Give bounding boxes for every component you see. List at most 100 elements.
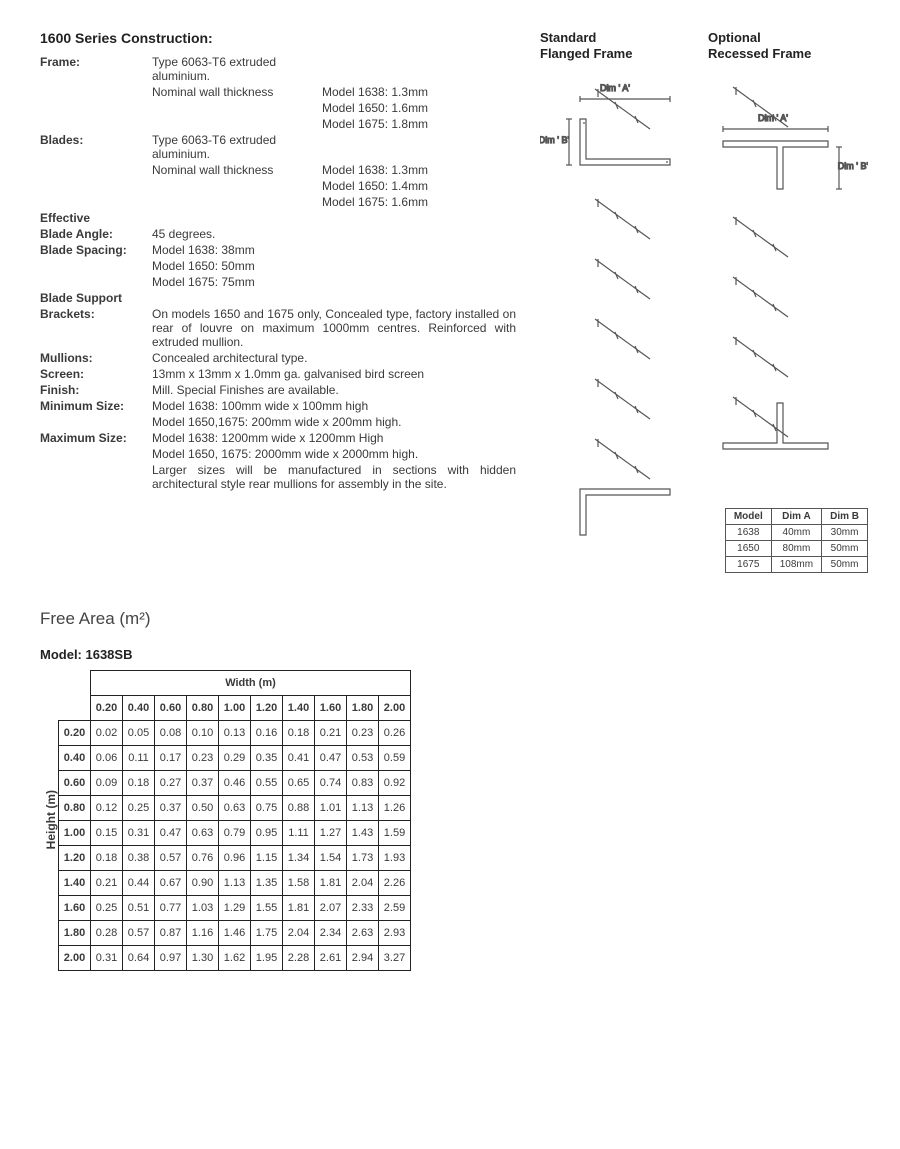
spec-value [322,290,520,306]
spec-label: Blade Spacing: [40,242,152,258]
width-header: 0.20 [91,695,123,720]
spec-value: Model 1650: 1.6mm [322,100,520,116]
spec-value: 13mm x 13mm x 1.0mm ga. galvanised bird … [152,366,520,382]
free-area-cell: 1.43 [347,820,379,845]
free-area-cell: 2.33 [347,895,379,920]
spec-value: Model 1638: 1.3mm [322,162,520,178]
free-area-cell: 0.21 [315,720,347,745]
spec-label: Brackets: [40,306,152,350]
spec-label [40,162,152,178]
width-header: 0.80 [187,695,219,720]
spec-value: Concealed architectural type. [152,350,520,366]
free-area-cell: 0.47 [155,820,187,845]
height-header: 1.40 [59,870,91,895]
free-area-cell: 0.63 [187,820,219,845]
free-area-cell: 0.65 [283,770,315,795]
spec-value: Model 1650, 1675: 2000mm wide x 2000mm h… [152,446,520,462]
free-area-cell: 0.11 [123,745,155,770]
construction-title: 1600 Series Construction: [40,30,520,46]
free-area-cell: 0.44 [123,870,155,895]
free-area-cell: 0.10 [187,720,219,745]
dim-b-label: Dim ' B' [540,135,569,145]
spec-sublabel: Type 6063-T6 extruded aluminium. [152,54,322,84]
free-area-cell: 1.01 [315,795,347,820]
free-area-cell: 2.28 [283,945,315,970]
spec-sublabel [152,178,322,194]
free-area-cell: 0.23 [347,720,379,745]
dim-cell: 50mm [822,540,868,556]
height-header: 1.60 [59,895,91,920]
spec-sublabel: Type 6063-T6 extruded aluminium. [152,132,322,162]
free-area-cell: 0.13 [219,720,251,745]
free-area-cell: 1.59 [379,820,411,845]
free-area-cell: 0.29 [219,745,251,770]
free-area-cell: 0.38 [123,845,155,870]
spec-label: Minimum Size: [40,398,152,414]
free-area-cell: 0.09 [91,770,123,795]
spec-label [40,84,152,100]
spec-label: Maximum Size: [40,430,152,446]
height-header: 1.20 [59,845,91,870]
free-area-cell: 0.75 [251,795,283,820]
spec-sublabel [152,100,322,116]
optional-frame-title: OptionalRecessed Frame [708,30,868,63]
spec-label [40,446,152,462]
spec-label: Blades: [40,132,152,162]
free-area-cell: 2.04 [283,920,315,945]
free-area-cell: 0.15 [91,820,123,845]
spec-label [40,116,152,132]
free-area-cell: 2.26 [379,870,411,895]
spec-label [40,100,152,116]
free-area-cell: 0.46 [219,770,251,795]
free-area-cell: 1.35 [251,870,283,895]
free-area-cell: 0.37 [155,795,187,820]
dim-b-label: Dim ' B' [838,161,868,171]
dim-cell: 1638 [725,524,771,540]
free-area-cell: 0.35 [251,745,283,770]
width-header: 0.60 [155,695,187,720]
spec-label [40,274,152,290]
spec-value: On models 1650 and 1675 only, Concealed … [152,306,520,350]
spec-label: Screen: [40,366,152,382]
spec-value [322,210,520,226]
free-area-cell: 0.77 [155,895,187,920]
free-area-cell: 0.50 [187,795,219,820]
spec-value: Mill. Special Finishes are available. [152,382,520,398]
diagrams-column: StandardFlanged Frame Dim ' A' Dim ' B' [540,30,860,573]
spec-value [322,274,520,290]
spec-sublabel: Model 1638: 38mm [152,242,322,258]
dim-cell: 1675 [725,556,771,572]
spec-label [40,258,152,274]
free-area-cell: 0.31 [123,820,155,845]
free-area-cell: 2.93 [379,920,411,945]
free-area-cell: 1.81 [283,895,315,920]
width-header: 2.00 [379,695,411,720]
free-area-cell: 0.26 [379,720,411,745]
spec-value: Model 1650: 1.4mm [322,178,520,194]
free-area-cell: 0.25 [123,795,155,820]
free-area-cell: 2.63 [347,920,379,945]
spec-value [322,54,520,84]
spec-label: Effective [40,210,152,226]
height-header: 2.00 [59,945,91,970]
free-area-cell: 0.64 [123,945,155,970]
free-area-cell: 1.03 [187,895,219,920]
free-area-cell: 0.06 [91,745,123,770]
dim-cell: 30mm [822,524,868,540]
free-area-cell: 0.55 [251,770,283,795]
free-area-cell: 1.27 [315,820,347,845]
spec-label: Blade Angle: [40,226,152,242]
free-area-cell: 1.55 [251,895,283,920]
free-area-cell: 0.18 [123,770,155,795]
free-area-cell: 0.41 [283,745,315,770]
free-area-cell: 1.81 [315,870,347,895]
model-title: Model: 1638SB [40,647,860,662]
width-axis-label: Width (m) [91,670,411,695]
dim-header: Dim A [771,508,821,524]
free-area-cell: 0.83 [347,770,379,795]
dim-header: Model [725,508,771,524]
free-area-cell: 0.96 [219,845,251,870]
free-area-cell: 1.58 [283,870,315,895]
free-area-cell: 0.74 [315,770,347,795]
spec-value [322,226,520,242]
